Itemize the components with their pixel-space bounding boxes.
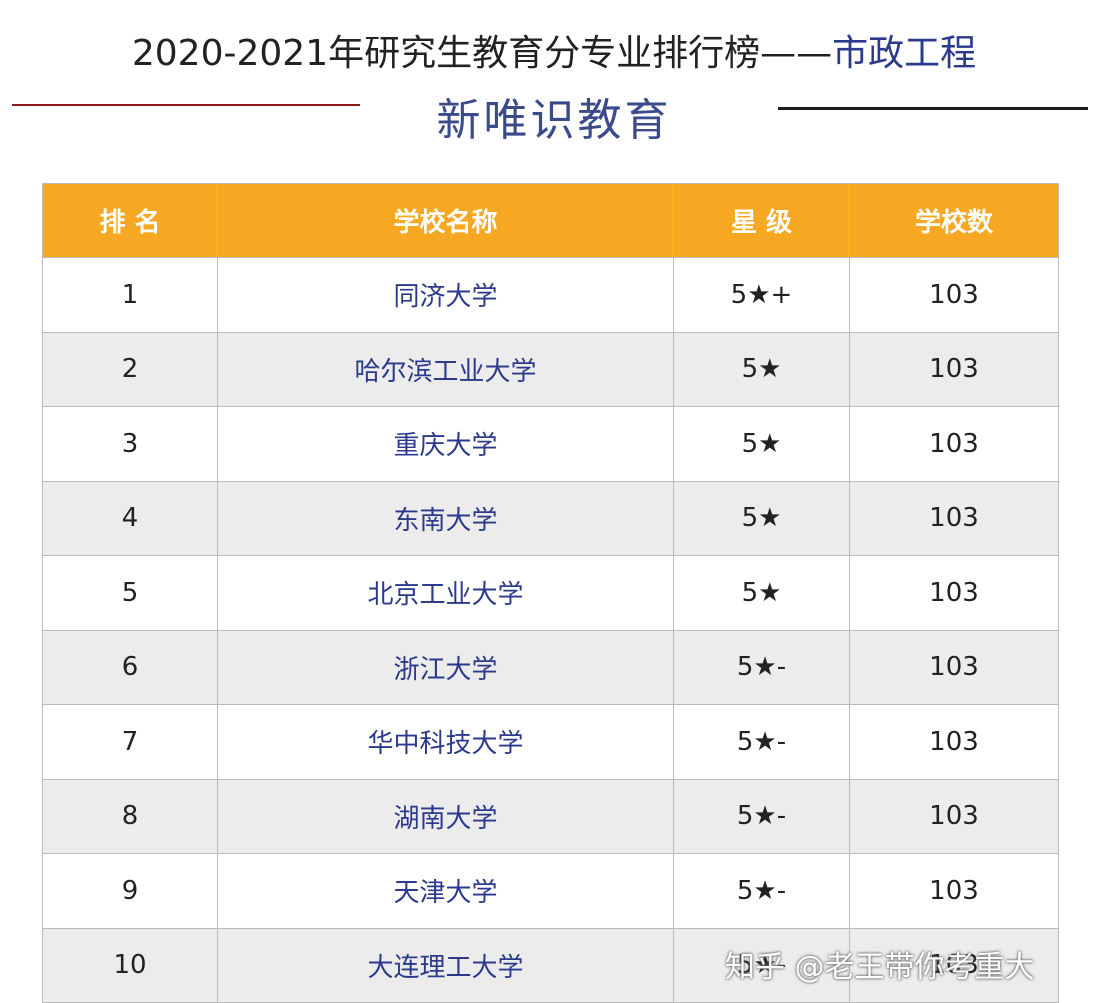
rank: 5 [42,555,218,631]
rank: 4 [42,480,218,556]
school: 天津大学 [217,853,674,929]
star-level: 5★- [673,629,850,705]
school: 哈尔滨工业大学 [217,331,674,407]
star-level: 5★- [673,778,850,854]
school: 同济大学 [217,257,674,333]
school-count: 103 [849,406,1059,482]
table-row: 9 天津大学 5★- 103 [42,853,1059,929]
column-header: 学校名称 [217,183,674,258]
star-level: 5★ [673,331,850,407]
star-level: 5★ [673,555,850,631]
star-level: 5★ [673,480,850,556]
school: 浙江大学 [217,629,674,705]
table-row: 3 重庆大学 5★ 103 [42,406,1059,482]
title-text: 2020-2021年研究生教育分专业排行榜—— [131,33,833,74]
star-level: 5★- [673,704,850,780]
school: 大连理工大学 [217,927,674,1003]
school-count: 103 [849,555,1059,631]
rank: 10 [42,927,218,1003]
header-row: 排 名学校名称星 级学校数 [42,183,1059,258]
rank: 1 [42,257,218,333]
rank: 6 [42,629,218,705]
star-level: 5★ [673,406,850,482]
watermark: 知乎 @老王带你考重大 [725,950,1035,985]
title: 2020-2021年研究生教育分专业排行榜——市政工程 [0,24,1108,76]
school-count: 103 [849,704,1059,780]
rank: 3 [42,406,218,482]
school: 重庆大学 [217,406,674,482]
school-count: 103 [849,629,1059,705]
school: 东南大学 [217,480,674,556]
column-header: 星 级 [673,183,850,258]
school-count: 103 [849,927,1059,1003]
table-row: 6 浙江大学 5★- 103 [42,629,1059,705]
rank: 7 [42,704,218,780]
rank: 2 [42,331,218,407]
school: 华中科技大学 [217,704,674,780]
subtitle: 新唯识教育 [436,95,672,146]
divider-right [778,107,1088,110]
table-row: 2 哈尔滨工业大学 5★ 103 [42,331,1059,407]
rank: 9 [42,853,218,929]
table-row: 5 北京工业大学 5★ 103 [42,555,1059,631]
school: 北京工业大学 [217,555,674,631]
rank: 8 [42,778,218,854]
table-row: 7 华中科技大学 5★- 103 [42,704,1059,780]
table-row: 4 东南大学 5★ 103 [42,480,1059,556]
table-row: 10 大连理工大学 5★- 103 [42,927,1059,1003]
school-count: 103 [849,257,1059,333]
table-body: 1 同济大学 5★+ 103 2 哈尔滨工业大学 5★ 103 3 重庆大学 5★ 103 4 东南大学 5… [42,257,1059,1003]
school: 湖南大学 [217,778,674,854]
table-row: 1 同济大学 5★+ 103 [42,257,1059,333]
title-highlight: 市政工程 [832,33,977,74]
divider-left [12,104,360,106]
column-header: 学校数 [849,183,1059,258]
school-count: 103 [849,778,1059,854]
table-row: 8 湖南大学 5★- 103 [42,778,1059,854]
star-level: 5★- [673,927,850,1003]
school-count: 103 [849,853,1059,929]
school-count: 103 [849,480,1059,556]
star-level: 5★- [673,853,850,929]
school-count: 103 [849,331,1059,407]
ranking-table: 排 名学校名称星 级学校数 1 同济大学 5★+ 103 2 哈尔滨工业大学 5★ 103 3 重… [42,183,1059,1003]
column-header: 排 名 [42,183,218,258]
star-level: 5★+ [673,257,850,333]
